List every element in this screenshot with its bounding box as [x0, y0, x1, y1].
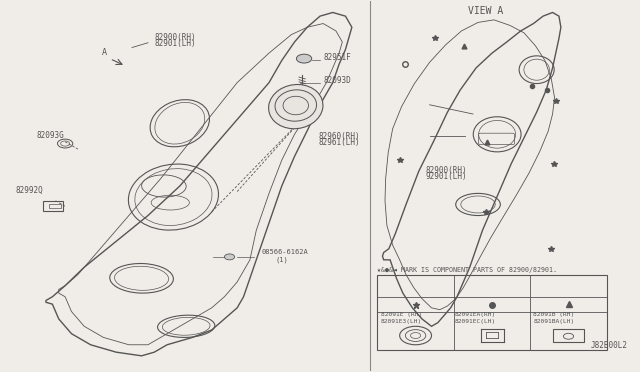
Text: (1): (1): [275, 256, 288, 263]
Circle shape: [225, 254, 235, 260]
Text: 82091EA(RH): 82091EA(RH): [455, 312, 497, 317]
Text: 82091E (RH): 82091E (RH): [381, 312, 422, 317]
Text: 92901(LH): 92901(LH): [425, 172, 467, 182]
Ellipse shape: [269, 84, 323, 129]
Text: 82093G: 82093G: [36, 131, 64, 140]
Text: 82992Q: 82992Q: [15, 186, 43, 195]
Text: 82961(LH): 82961(LH): [319, 138, 360, 147]
Text: 82093D: 82093D: [323, 76, 351, 85]
Text: 82900(RH): 82900(RH): [154, 33, 196, 42]
Text: VIEW A: VIEW A: [468, 6, 503, 16]
Text: 82900(RH): 82900(RH): [425, 166, 467, 175]
Text: ★&●&◄ MARK IS COMPONENT PARTS OF 82900/82901.: ★&●&◄ MARK IS COMPONENT PARTS OF 82900/8…: [378, 267, 557, 273]
Circle shape: [296, 54, 312, 63]
Text: 08566-6162A: 08566-6162A: [261, 249, 308, 255]
Text: 82091BA(LH): 82091BA(LH): [534, 319, 575, 324]
Text: 82951F: 82951F: [323, 54, 351, 62]
Text: 82901(LH): 82901(LH): [154, 39, 196, 48]
Text: 82091EC(LH): 82091EC(LH): [455, 319, 497, 324]
Text: A: A: [102, 48, 107, 57]
Text: 82960(RH): 82960(RH): [319, 132, 360, 141]
Text: 82091E3(LH): 82091E3(LH): [381, 319, 422, 324]
Text: J82B00L2: J82B00L2: [591, 341, 628, 350]
Text: 82091B (RH): 82091B (RH): [534, 312, 575, 317]
